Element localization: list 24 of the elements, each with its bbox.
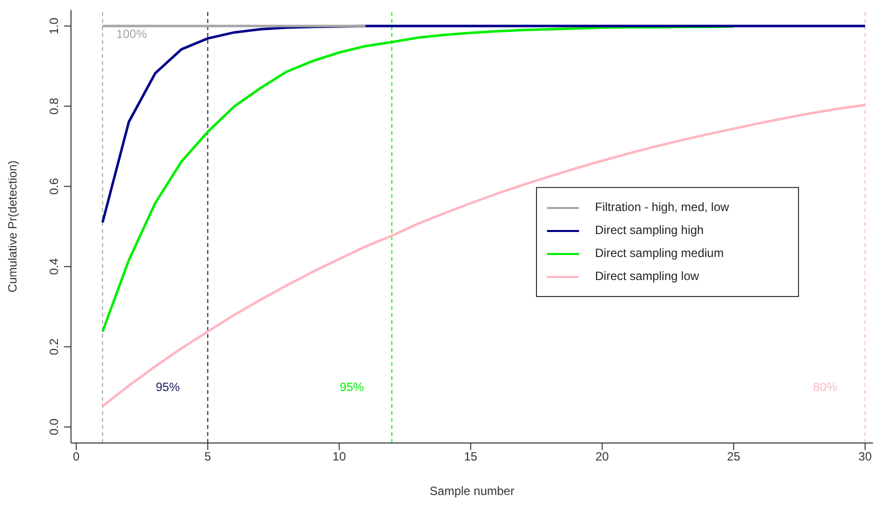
y-tick-label: 0.8: [47, 98, 61, 115]
x-tick-label: 15: [464, 450, 478, 464]
legend-label: Direct sampling low: [595, 268, 700, 285]
y-tick-label: 0.2: [47, 338, 61, 356]
legend-label: Direct sampling medium: [595, 245, 724, 262]
y-tick-label: 0.4: [47, 258, 61, 275]
y-tick-label: 0.6: [47, 178, 61, 195]
x-axis-title: Sample number: [430, 484, 514, 498]
legend-label: Filtration - high, med, low: [595, 199, 730, 216]
annotation: 95%: [156, 380, 180, 394]
x-tick-label: 5: [204, 450, 212, 464]
annotation: 100%: [116, 27, 148, 41]
y-tick-label: 0.0: [47, 418, 61, 436]
x-tick-label: 20: [595, 450, 610, 464]
x-tick-label: 25: [726, 450, 741, 464]
y-axis-title: Cumulative Pr(detection): [5, 160, 20, 293]
x-tick-label: 10: [332, 450, 346, 464]
x-tick-label: 30: [858, 450, 872, 464]
annotation: 95%: [340, 380, 364, 394]
line-series: [101, 24, 866, 224]
y-tick-label: 1.0: [47, 17, 61, 34]
x-tick-label: 0: [72, 450, 80, 464]
legend-label: Direct sampling high: [595, 222, 704, 239]
annotation: 80%: [813, 380, 838, 394]
